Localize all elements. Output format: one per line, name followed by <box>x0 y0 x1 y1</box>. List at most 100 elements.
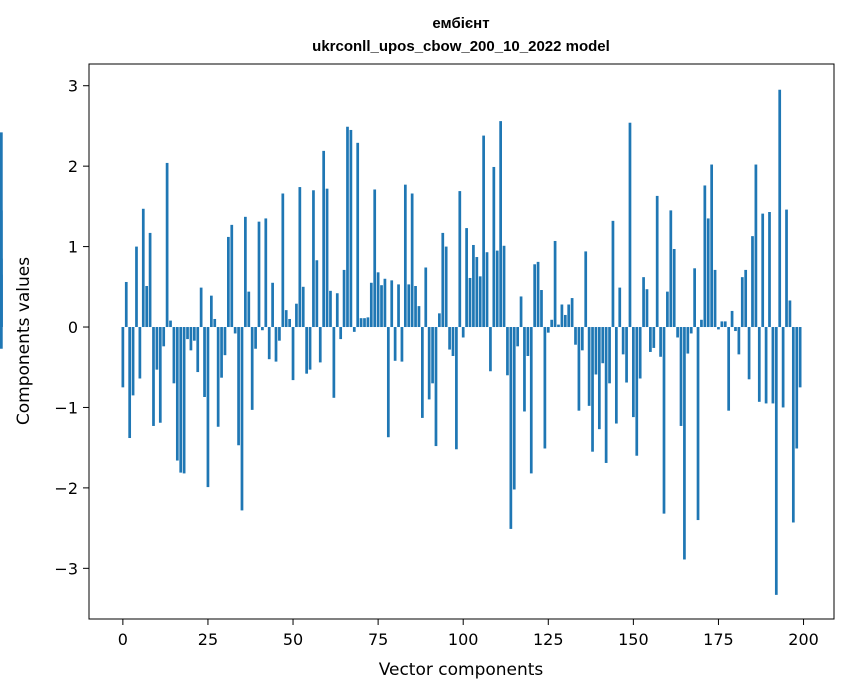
bar-6 <box>141 208 145 328</box>
bar-176 <box>720 321 724 328</box>
bar-91 <box>431 327 434 384</box>
bar-182 <box>740 277 744 328</box>
bar-21 <box>192 327 196 341</box>
chart-subtitle: ukrconll_upos_cbow_200_10_2022 model <box>312 38 610 55</box>
bar-173 <box>710 164 714 328</box>
y-tick-label: −1 <box>54 398 78 417</box>
bar-154 <box>645 289 649 328</box>
bar-70 <box>359 318 363 328</box>
bar-164 <box>679 327 683 426</box>
bar-52 <box>298 187 302 328</box>
bar-80 <box>393 327 397 361</box>
bar-168 <box>693 268 696 328</box>
bar-100 <box>461 327 465 338</box>
y-axis-label: Components values <box>14 257 34 425</box>
bar-131 <box>567 304 571 328</box>
bar-132 <box>570 298 574 328</box>
bar-149 <box>628 122 632 328</box>
bar-177 <box>723 321 727 328</box>
bar-120 <box>529 327 533 474</box>
bar-75 <box>376 272 380 328</box>
x-tick-label: 100 <box>448 630 479 649</box>
bar-20 <box>189 327 193 351</box>
bar-195 <box>785 209 788 328</box>
bar-30 <box>223 327 227 356</box>
bar-95 <box>444 246 448 328</box>
bar-190 <box>768 212 771 328</box>
bar-23 <box>199 287 203 328</box>
bar-55 <box>308 327 312 370</box>
bar-31 <box>227 236 230 328</box>
bar-undefined <box>0 258 3 328</box>
bar-47 <box>281 193 285 328</box>
bar-125 <box>546 327 550 333</box>
bar-198 <box>795 327 799 449</box>
bar-73 <box>369 282 373 328</box>
bar-11 <box>158 327 162 423</box>
bar-19 <box>186 327 189 340</box>
bar-57 <box>315 260 319 328</box>
bar-116 <box>516 327 520 347</box>
bar-126 <box>550 319 554 328</box>
bar-147 <box>621 327 625 355</box>
bar-114 <box>509 327 513 529</box>
x-tick-label: 0 <box>118 630 128 649</box>
bar-174 <box>713 269 717 328</box>
bar-112 <box>502 245 506 328</box>
bar-46 <box>278 327 281 341</box>
bar-8 <box>148 232 152 328</box>
bar-137 <box>587 327 591 406</box>
bar-1 <box>124 281 128 328</box>
bar-99 <box>458 191 462 328</box>
bar-104 <box>475 257 479 328</box>
bar-16 <box>175 327 179 461</box>
bar-101 <box>465 228 468 328</box>
bar-44 <box>271 282 274 328</box>
bar-138 <box>591 327 594 452</box>
bar-43 <box>267 327 271 360</box>
bar-38 <box>250 327 254 410</box>
bar-66 <box>346 126 349 328</box>
bar-15 <box>172 327 176 384</box>
bar-185 <box>751 236 754 328</box>
bar-188 <box>761 213 765 328</box>
y-tick-label: 3 <box>68 77 78 96</box>
bar-167 <box>689 327 693 334</box>
bar-81 <box>397 284 400 328</box>
bar-133 <box>574 327 577 345</box>
bar-121 <box>533 264 537 328</box>
bar-63 <box>335 293 339 328</box>
bar-194 <box>781 327 785 408</box>
bar-82 <box>400 327 404 362</box>
bar-69 <box>356 142 360 328</box>
bar-115 <box>512 327 516 490</box>
x-tick-label: 75 <box>368 630 388 649</box>
bar-161 <box>669 210 673 328</box>
bar-2 <box>128 327 132 439</box>
bar-108 <box>489 327 492 372</box>
bar-162 <box>672 249 676 328</box>
bar-155 <box>649 327 652 352</box>
bar-127 <box>553 240 557 328</box>
bar-150 <box>632 327 635 418</box>
bar-59 <box>322 150 326 328</box>
bar-141 <box>601 327 605 364</box>
bar-5 <box>138 327 142 379</box>
x-tick-label: 150 <box>618 630 649 649</box>
bar-184 <box>747 327 751 380</box>
bar-92 <box>434 327 438 447</box>
bar-94 <box>441 232 445 328</box>
bar-24 <box>203 327 206 397</box>
bar-90 <box>427 327 431 400</box>
bar-48 <box>284 310 288 328</box>
bar-17 <box>179 327 183 473</box>
bar-118 <box>523 327 526 412</box>
bar-111 <box>499 121 502 328</box>
y-tick-label: −2 <box>54 479 78 498</box>
bar-145 <box>614 327 618 424</box>
bar-128 <box>557 324 560 328</box>
bar-197 <box>791 327 795 523</box>
bar-54 <box>305 327 308 374</box>
bar-4 <box>135 246 138 328</box>
bar-28 <box>216 327 220 427</box>
